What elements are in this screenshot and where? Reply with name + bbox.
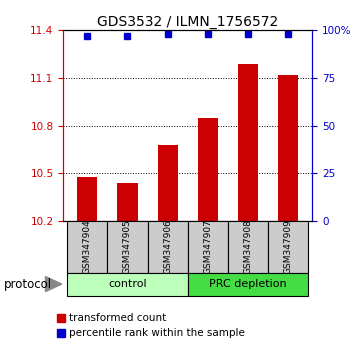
Title: GDS3532 / ILMN_1756572: GDS3532 / ILMN_1756572 — [97, 15, 278, 29]
Text: control: control — [108, 279, 147, 289]
Bar — [158, 145, 178, 221]
Text: GSM347906: GSM347906 — [163, 219, 172, 274]
Text: GSM347908: GSM347908 — [243, 219, 252, 274]
Bar — [228, 221, 268, 273]
Bar — [117, 183, 138, 221]
Bar — [107, 221, 148, 273]
Bar — [198, 118, 218, 221]
Bar — [67, 221, 107, 273]
Bar — [268, 221, 308, 273]
Bar — [278, 75, 298, 221]
Bar — [188, 273, 308, 296]
Text: GSM347907: GSM347907 — [203, 219, 212, 274]
Bar — [67, 273, 188, 296]
Bar — [77, 177, 97, 221]
Text: GSM347904: GSM347904 — [83, 219, 92, 274]
Text: PRC depletion: PRC depletion — [209, 279, 287, 289]
Bar — [188, 221, 228, 273]
Legend: transformed count, percentile rank within the sample: transformed count, percentile rank withi… — [57, 313, 244, 338]
Bar — [238, 64, 258, 221]
Text: protocol: protocol — [4, 278, 52, 291]
Text: GSM347905: GSM347905 — [123, 219, 132, 274]
Text: GSM347909: GSM347909 — [284, 219, 293, 274]
Polygon shape — [45, 276, 62, 292]
Bar — [148, 221, 188, 273]
